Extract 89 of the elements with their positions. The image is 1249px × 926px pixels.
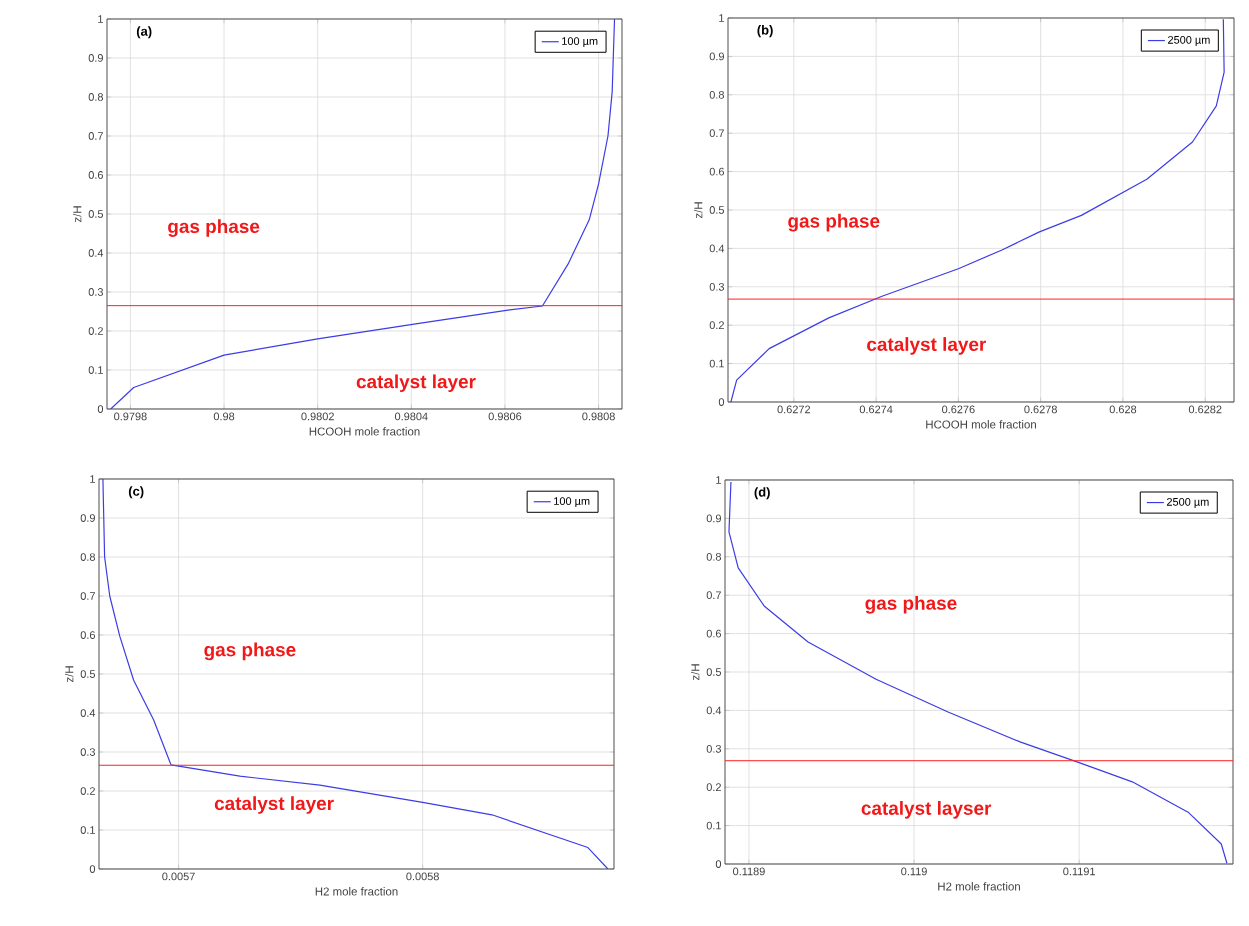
y-tick-label: 0.5 — [80, 670, 96, 678]
annotation: catalyst layer — [356, 374, 476, 393]
x-tick-label: 0.0057 — [162, 872, 195, 881]
y-tick-label: 0.1 — [88, 366, 103, 374]
y-tick-label: 0.9 — [88, 54, 103, 62]
x-axis-title: HCOOH mole fraction — [309, 427, 420, 436]
line-series — [730, 18, 1225, 402]
y-tick-label: 0.6 — [709, 167, 724, 176]
y-tick-label: 0.2 — [706, 783, 721, 792]
y-tick-label: 0.8 — [706, 552, 721, 561]
text: (a) — [136, 26, 152, 39]
y-tick-label: 0.1 — [709, 359, 724, 368]
y-tick-label: 0.2 — [88, 327, 103, 335]
legend-label: 100 µm — [554, 497, 590, 508]
x-tick-label: 0.119 — [901, 867, 927, 876]
line-series — [102, 479, 609, 869]
y-tick-label: 0.7 — [88, 132, 103, 140]
y-tick-label: 0.3 — [88, 288, 103, 296]
x-tick-label: 0.9804 — [394, 412, 428, 421]
text: (b) — [757, 25, 773, 38]
x-tick-label: 0.98 — [213, 412, 235, 421]
y-tick-label: 0 — [97, 405, 104, 413]
legend-label: 2500 µm — [1166, 498, 1209, 508]
line-series — [728, 481, 1228, 864]
y-tick-label: 0.6 — [80, 631, 95, 639]
x-tick-label: 0.6282 — [1188, 405, 1222, 414]
x-tick-label: 0.6274 — [859, 405, 893, 414]
x-tick-label: 0.6278 — [1024, 405, 1057, 414]
y-tick-label: 0.6 — [706, 629, 721, 638]
y-tick-label: 0.7 — [80, 592, 95, 600]
x-axis-title: H2 mole fraction — [938, 882, 1020, 891]
y-tick-label: 0.3 — [80, 748, 95, 756]
y-tick-label: 0.9 — [709, 52, 724, 61]
y-tick-label: 0.5 — [88, 210, 104, 218]
legend-label: 2500 µm — [1168, 36, 1210, 46]
x-tick-label: 0.6276 — [942, 405, 975, 414]
y-tick-label: 0.4 — [709, 244, 725, 253]
annotation: catalyst layser — [861, 801, 992, 819]
annotation: gas phase — [168, 219, 260, 237]
annotation: gas phase — [788, 213, 880, 232]
x-tick-label: 0.9802 — [301, 412, 334, 421]
y-tick-label: 0.9 — [80, 514, 95, 522]
y-tick-label: 1 — [719, 14, 724, 22]
y-tick-label: 0.7 — [706, 591, 721, 600]
y-tick-label: 0.3 — [709, 282, 724, 291]
y-tick-label: 0.9 — [706, 514, 721, 523]
y-tick-label: 0.3 — [706, 744, 721, 753]
y-tick-label: 0.2 — [709, 321, 724, 330]
x-axis-title: H2 mole fraction — [315, 887, 398, 896]
y-tick-label: 0.8 — [709, 90, 724, 99]
y-tick-label: 0 — [718, 398, 725, 406]
y-tick-label: 0.2 — [80, 787, 95, 795]
x-tick-label: 0.9806 — [488, 412, 522, 421]
y-tick-label: 0.4 — [80, 709, 96, 717]
y-axis-title: z/H — [694, 202, 703, 219]
y-tick-label: 0.8 — [88, 93, 103, 101]
annotation: catalyst layer — [214, 796, 334, 814]
y-tick-label: 0 — [715, 860, 722, 868]
text: (d) — [754, 487, 770, 500]
annotation: catalyst layer — [867, 337, 987, 355]
annotation: gas phase — [204, 642, 296, 661]
y-tick-label: 1 — [98, 15, 103, 23]
annotation: gas phase — [865, 595, 957, 614]
y-tick-label: 1 — [90, 475, 95, 483]
y-tick-label: 0.5 — [706, 668, 722, 676]
y-tick-label: 0.4 — [706, 706, 722, 715]
y-tick-label: 0.1 — [706, 821, 721, 830]
y-tick-label: 0.1 — [80, 826, 95, 834]
x-tick-label: 0.9798 — [114, 412, 147, 421]
y-tick-label: 0.5 — [709, 206, 725, 214]
x-tick-label: 0.0058 — [406, 872, 439, 881]
x-tick-label: 0.9808 — [582, 412, 615, 421]
y-axis-title: z/H — [691, 664, 700, 681]
y-tick-label: 0.6 — [88, 171, 103, 179]
line-series — [110, 18, 616, 409]
legend-label: 100 µm — [562, 37, 598, 48]
y-tick-label: 0 — [89, 865, 96, 873]
x-axis-title: HCOOH mole fraction — [926, 420, 1036, 429]
y-tick-label: 0.8 — [80, 553, 95, 561]
y-axis-title: z/H — [65, 666, 74, 683]
y-tick-label: 1 — [716, 476, 721, 484]
x-tick-label: 0.628 — [1109, 405, 1137, 414]
y-tick-label: 0.7 — [709, 129, 724, 138]
x-tick-label: 0.1191 — [1063, 867, 1095, 876]
y-tick-label: 0.4 — [88, 249, 104, 257]
x-tick-label: 0.6272 — [777, 405, 811, 414]
x-tick-label: 0.1189 — [733, 867, 765, 876]
y-axis-title: z/H — [73, 206, 82, 223]
text: (c) — [128, 486, 144, 499]
